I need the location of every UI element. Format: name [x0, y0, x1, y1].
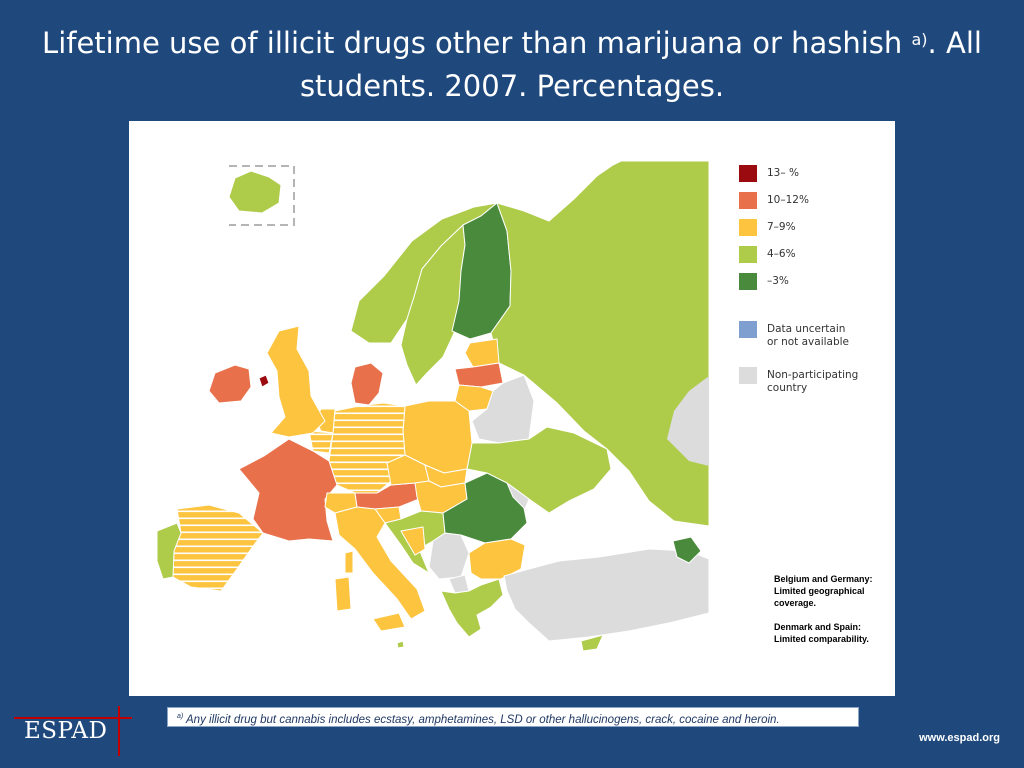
- region-bosnia: [400, 526, 426, 556]
- region-turkey: [503, 548, 710, 642]
- legend-swatch: [739, 219, 757, 236]
- logo-cross-vertical: [118, 706, 120, 756]
- region-serbia: [428, 532, 470, 580]
- title-main: Lifetime use of illicit drugs other than…: [42, 26, 903, 60]
- region-ireland: [208, 364, 252, 404]
- legend-swatch: [739, 273, 757, 290]
- region-russia: [490, 160, 710, 527]
- legend-label: Non-participating country: [767, 369, 859, 394]
- europe-map: [156, 160, 710, 652]
- legend-label: 7–9%: [767, 221, 796, 233]
- map-panel: 13– % 10–12% 7–9% 4–6% –3% Data uncertai…: [129, 121, 895, 696]
- iceland-inset-frame: [229, 165, 295, 226]
- region-spain: [172, 504, 264, 592]
- region-greece: [440, 578, 504, 638]
- region-corsica: [344, 550, 354, 574]
- region-sicily: [372, 612, 406, 632]
- legend-swatch: [739, 367, 757, 384]
- legend-label: 13– %: [767, 167, 799, 179]
- region-france: [238, 438, 338, 542]
- legend-label: 10–12%: [767, 194, 809, 206]
- legend-label: Data uncertain or not available: [767, 323, 850, 348]
- region-cyprus: [580, 634, 604, 652]
- region-belgium: [308, 430, 334, 454]
- region-portugal: [156, 522, 182, 580]
- website-url: www.espad.org: [919, 732, 1000, 744]
- region-bulgaria: [468, 538, 526, 580]
- title-footnote-marker: a): [911, 30, 928, 49]
- slide-title: Lifetime use of illicit drugs other than…: [40, 22, 984, 108]
- region-moldova: [505, 481, 530, 510]
- note-belgium-germany: Belgium and Germany: Limited geographica…: [774, 574, 873, 608]
- footnote-marker: a): [177, 713, 184, 720]
- region-isle-of-man: [258, 374, 270, 388]
- title-rest: . All students. 2007. Percentages.: [299, 26, 982, 103]
- logo-cross-horizontal: [14, 717, 132, 719]
- region-sardinia: [334, 576, 352, 612]
- legend-swatch: [739, 192, 757, 209]
- region-italy: [334, 506, 426, 620]
- region-denmark: [350, 362, 384, 406]
- logo-text: ESPAD: [24, 718, 108, 744]
- region-belarus: [471, 374, 535, 444]
- map-notes: Belgium and Germany: Limited geographica…: [774, 573, 884, 657]
- legend-swatch: [739, 246, 757, 263]
- region-malta: [396, 640, 405, 649]
- region-estonia: [464, 338, 500, 368]
- legend-label: 4–6%: [767, 248, 796, 260]
- legend-label: –3%: [767, 275, 789, 287]
- region-latvia: [454, 362, 504, 388]
- region-iceland: [228, 170, 282, 214]
- region-uk: [266, 325, 326, 438]
- legend-swatch: [739, 165, 757, 182]
- region-romania: [442, 472, 528, 544]
- region-kazakhstan-edge: [667, 376, 709, 466]
- note-denmark-spain: Denmark and Spain: Limited comparability…: [774, 622, 869, 644]
- legend-swatch: [739, 321, 757, 338]
- footnote-text: Any illicit drug but cannabis includes e…: [183, 713, 780, 726]
- espad-logo: ESPAD: [14, 706, 132, 756]
- footnote-box: a) Any illicit drug but cannabis include…: [167, 707, 859, 727]
- region-armenia: [672, 536, 702, 564]
